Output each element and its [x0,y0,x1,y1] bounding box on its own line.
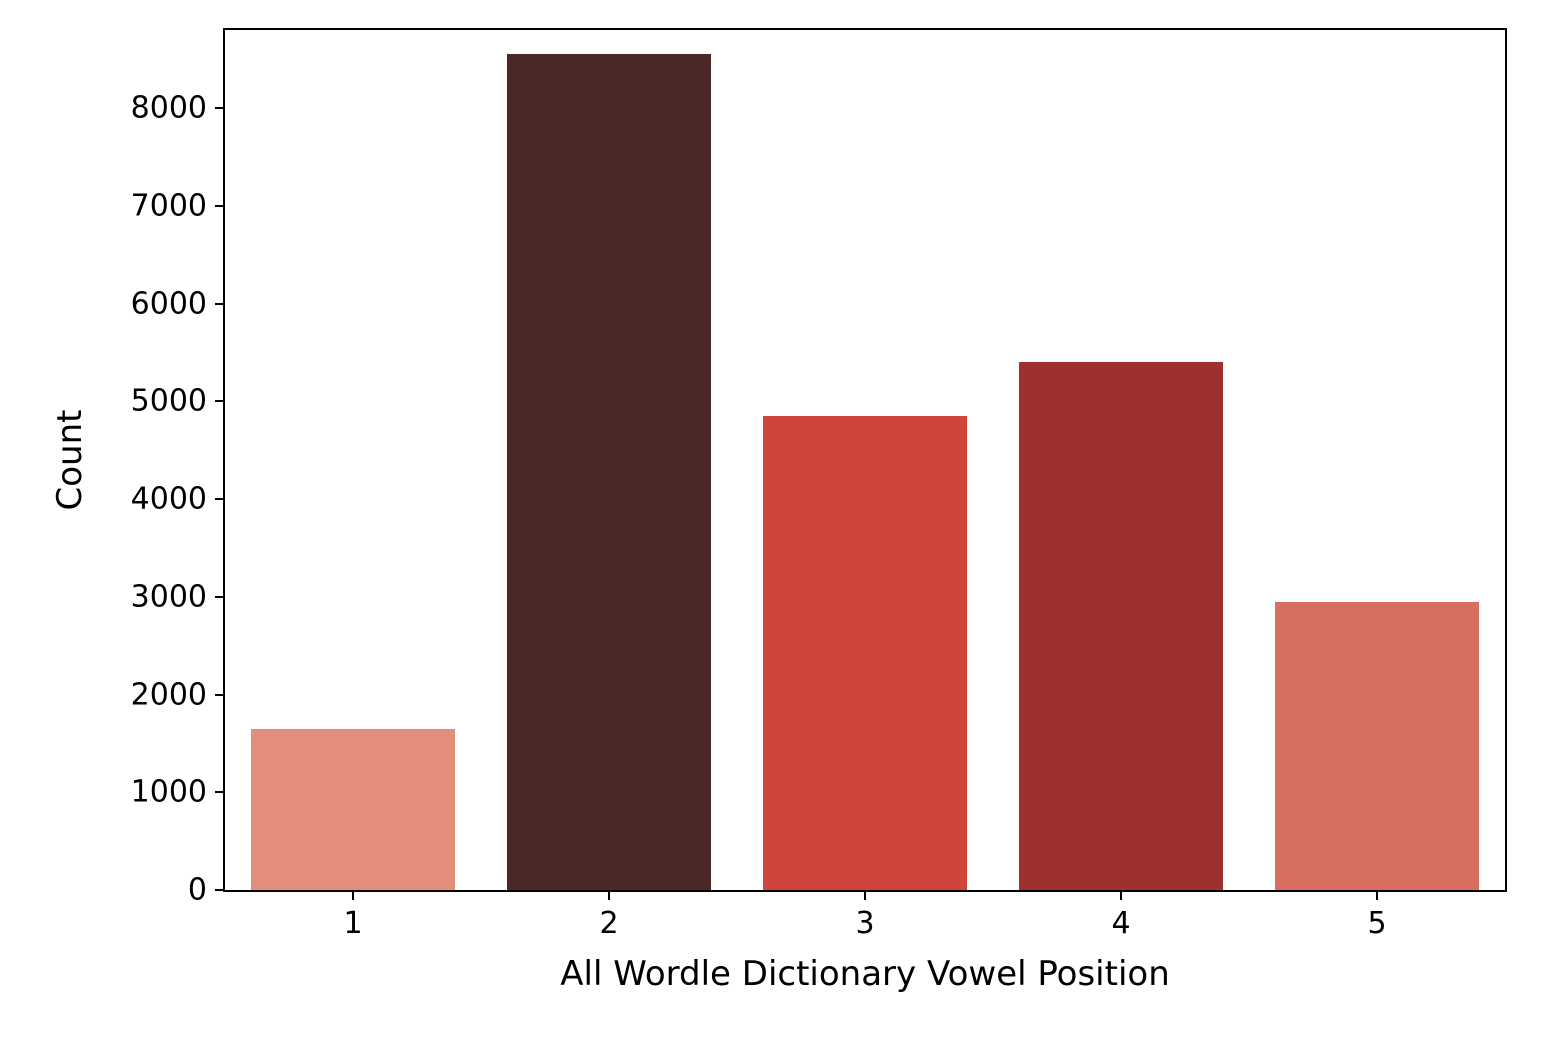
axis-spine [1505,28,1507,892]
y-tick [215,107,225,109]
y-tick [215,303,225,305]
x-tick [1376,890,1378,900]
y-tick-label: 5000 [131,384,207,419]
x-tick [1120,890,1122,900]
y-tick [215,791,225,793]
x-tick-label: 3 [855,906,874,941]
y-tick-label: 6000 [131,286,207,321]
x-tick-label: 1 [343,906,362,941]
axis-spine [223,28,1507,30]
x-tick [352,890,354,900]
y-tick [215,889,225,891]
x-tick-label: 5 [1367,906,1386,941]
chart-figure: Count All Wordle Dictionary Vowel Positi… [0,0,1560,1040]
x-axis-label: All Wordle Dictionary Vowel Position [560,954,1170,994]
bar [1275,602,1480,890]
y-tick [215,596,225,598]
y-tick-label: 4000 [131,482,207,517]
y-tick [215,498,225,500]
bar [1019,362,1224,890]
y-axis-label: Count [50,410,90,511]
y-tick-label: 1000 [131,775,207,810]
y-tick-label: 3000 [131,579,207,614]
y-tick [215,400,225,402]
y-tick [215,694,225,696]
bar [507,54,712,890]
x-tick [608,890,610,900]
y-tick-label: 7000 [131,188,207,223]
y-tick [215,205,225,207]
y-tick-label: 0 [188,873,207,908]
y-tick-label: 2000 [131,677,207,712]
y-tick-label: 8000 [131,91,207,126]
x-tick-label: 2 [599,906,618,941]
x-tick-label: 4 [1111,906,1130,941]
axis-spine [223,28,225,892]
x-tick [864,890,866,900]
bar [763,416,968,890]
bar [251,729,456,890]
